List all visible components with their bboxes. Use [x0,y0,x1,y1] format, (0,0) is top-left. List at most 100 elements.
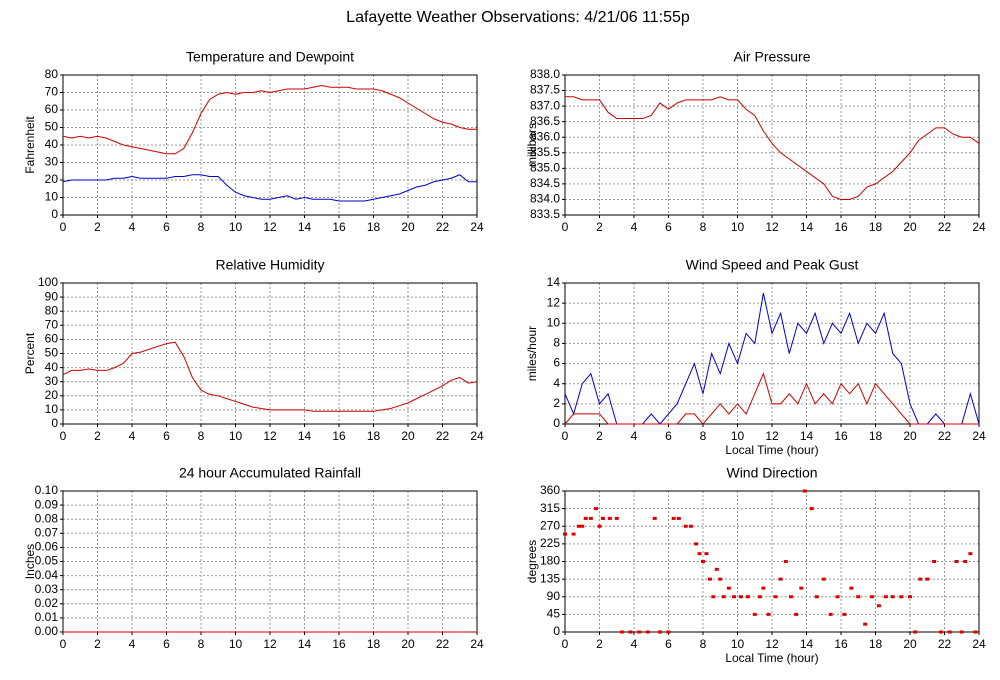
x-tick-label: 18 [367,220,381,234]
data-point [614,516,619,520]
y-tick-label: 60 [45,102,59,116]
x-tick-label: 16 [834,637,848,651]
x-axis-label: Local Time (hour) [725,443,818,457]
x-tick-label: 14 [800,220,814,234]
x-tick-label: 20 [401,637,415,651]
y-axis-label: Inches [23,544,37,579]
y-tick-label: 838.0 [530,67,560,81]
x-tick-label: 8 [700,429,707,443]
x-tick-label: 6 [163,220,170,234]
x-tick-label: 18 [869,429,883,443]
y-tick-label: 270 [540,518,560,532]
x-tick-label: 16 [332,429,346,443]
x-tick-label: 10 [731,429,745,443]
data-point [600,516,605,520]
x-tick-label: 20 [401,220,415,234]
x-tick-label: 24 [972,220,986,234]
data-point [694,542,699,546]
x-tick-label: 6 [665,637,672,651]
x-tick-label: 8 [198,429,205,443]
y-tick-label: 0.07 [35,525,59,539]
y-tick-label: 100 [38,275,58,289]
y-tick-label: 10 [45,190,59,204]
x-tick-label: 12 [263,637,277,651]
data-point [718,577,723,581]
x-tick-label: 12 [765,429,779,443]
y-tick-label: 0.01 [35,610,59,624]
data-point [726,586,731,590]
data-point [842,612,847,616]
x-tick-label: 8 [700,637,707,651]
chart-title: Relative Humidity [216,257,325,273]
y-tick-label: 360 [540,483,560,497]
y-tick-label: 0 [553,624,560,638]
data-point [954,560,959,563]
data-point [583,516,588,520]
x-tick-label: 12 [765,637,779,651]
x-tick-label: 6 [163,429,170,443]
data-point [701,560,705,563]
data-point [783,560,788,563]
x-tick-label: 8 [700,220,707,234]
x-tick-label: 4 [631,220,638,234]
y-tick-label: 2 [553,396,560,410]
x-tick-label: 10 [229,637,243,651]
y-tick-label: 0.04 [35,568,59,582]
data-point [766,612,771,616]
chart-title: Wind Direction [726,465,817,481]
data-point [711,595,716,599]
x-tick-label: 4 [129,220,136,234]
data-point [890,595,895,599]
y-tick-label: 80 [45,67,59,81]
x-tick-label: 0 [60,637,67,651]
y-tick-label: 315 [540,501,560,515]
data-point [619,630,624,634]
y-tick-label: 30 [45,155,59,169]
y-tick-label: 0.03 [35,582,59,596]
data-point [876,604,881,608]
x-tick-label: 24 [470,429,484,443]
data-point [707,577,712,581]
x-tick-label: 24 [470,637,484,651]
x-tick-label: 22 [436,637,450,651]
y-tick-label: 0.06 [35,540,59,554]
x-tick-label: 2 [94,429,101,443]
x-tick-label: 20 [903,220,917,234]
data-point [835,595,840,599]
x-tick-label: 14 [800,637,814,651]
data-point [745,595,750,599]
y-tick-label: 0.08 [35,511,59,525]
data-point [863,622,868,626]
plot-frame [564,74,980,216]
data-point [918,577,923,581]
data-point [959,630,964,634]
plot-frame [564,490,980,633]
x-tick-label: 4 [631,429,638,443]
data-point [963,560,968,563]
data-point [645,630,650,634]
data-point [714,567,719,571]
data-point [973,630,978,634]
x-tick-label: 8 [198,637,205,651]
y-tick-label: 14 [547,275,561,289]
data-line [565,96,980,200]
data-point [607,516,612,520]
data-point [788,595,793,599]
data-point [809,507,814,511]
data-point [925,577,930,581]
data-point [799,586,804,590]
y-tick-label: 50 [45,120,59,134]
x-tick-label: 20 [903,637,917,651]
chart-title: Air Pressure [733,49,810,65]
data-point [637,630,642,634]
y-tick-label: 10 [45,402,59,416]
data-point [814,595,819,599]
x-tick-label: 2 [596,637,603,651]
y-tick-label: 40 [45,360,59,374]
x-tick-label: 10 [229,429,243,443]
y-tick-label: 0.09 [35,497,59,511]
chart-title: Wind Speed and Peak Gust [686,257,859,273]
data-point [752,612,757,616]
x-tick-label: 2 [94,220,101,234]
data-point [899,595,904,599]
